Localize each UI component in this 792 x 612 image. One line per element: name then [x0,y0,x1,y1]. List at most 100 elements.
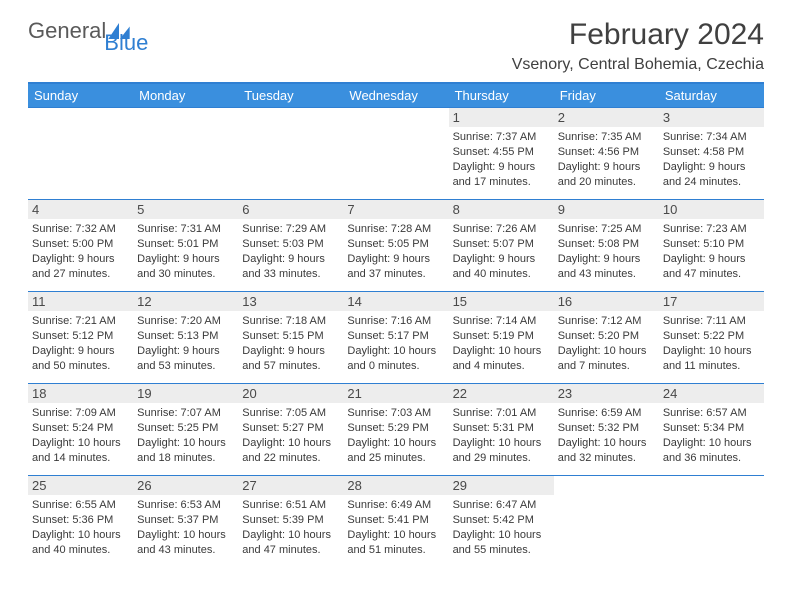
calendar-day-cell: 15Sunrise: 7:14 AMSunset: 5:19 PMDayligh… [449,292,554,384]
daylight-text: Daylight: 10 hours [453,528,550,543]
day-number: 27 [238,476,343,495]
weekday-header: Tuesday [238,83,343,108]
daylight-text: and 11 minutes. [663,359,760,374]
sunset-text: Sunset: 5:08 PM [558,237,655,252]
calendar-day-cell: 26Sunrise: 6:53 AMSunset: 5:37 PMDayligh… [133,476,238,568]
calendar-day-cell: 29Sunrise: 6:47 AMSunset: 5:42 PMDayligh… [449,476,554,568]
day-number: 13 [238,292,343,311]
sunrise-text: Sunrise: 7:37 AM [453,130,550,145]
calendar-day-cell: 19Sunrise: 7:07 AMSunset: 5:25 PMDayligh… [133,384,238,476]
calendar-day-cell: 21Sunrise: 7:03 AMSunset: 5:29 PMDayligh… [343,384,448,476]
calendar-day-cell: 16Sunrise: 7:12 AMSunset: 5:20 PMDayligh… [554,292,659,384]
header: General Blue February 2024 Vsenory, Cent… [0,0,792,82]
sunrise-text: Sunrise: 6:51 AM [242,498,339,513]
daylight-text: Daylight: 10 hours [32,436,129,451]
daylight-text: and 25 minutes. [347,451,444,466]
sunrise-text: Sunrise: 7:34 AM [663,130,760,145]
daylight-text: Daylight: 9 hours [32,344,129,359]
calendar-day-cell [238,108,343,200]
daylight-text: Daylight: 9 hours [242,344,339,359]
daylight-text: Daylight: 10 hours [347,528,444,543]
title-block: February 2024 Vsenory, Central Bohemia, … [512,18,764,74]
calendar-day-cell: 5Sunrise: 7:31 AMSunset: 5:01 PMDaylight… [133,200,238,292]
sunrise-text: Sunrise: 7:31 AM [137,222,234,237]
day-number: 3 [659,108,764,127]
calendar-day-cell: 17Sunrise: 7:11 AMSunset: 5:22 PMDayligh… [659,292,764,384]
daylight-text: Daylight: 10 hours [558,436,655,451]
daylight-text: and 14 minutes. [32,451,129,466]
daylight-text: Daylight: 9 hours [663,252,760,267]
day-number: 20 [238,384,343,403]
calendar-day-cell: 6Sunrise: 7:29 AMSunset: 5:03 PMDaylight… [238,200,343,292]
calendar-table: Sunday Monday Tuesday Wednesday Thursday… [28,82,764,568]
sunset-text: Sunset: 5:27 PM [242,421,339,436]
calendar-container: Sunday Monday Tuesday Wednesday Thursday… [0,82,792,568]
daylight-text: Daylight: 9 hours [137,252,234,267]
sunrise-text: Sunrise: 7:20 AM [137,314,234,329]
sunset-text: Sunset: 5:07 PM [453,237,550,252]
day-number: 29 [449,476,554,495]
calendar-day-cell: 25Sunrise: 6:55 AMSunset: 5:36 PMDayligh… [28,476,133,568]
calendar-day-cell: 18Sunrise: 7:09 AMSunset: 5:24 PMDayligh… [28,384,133,476]
sunrise-text: Sunrise: 7:14 AM [453,314,550,329]
sunset-text: Sunset: 5:00 PM [32,237,129,252]
daylight-text: and 17 minutes. [453,175,550,190]
day-number: 26 [133,476,238,495]
day-number: 14 [343,292,448,311]
day-number: 7 [343,200,448,219]
day-number: 6 [238,200,343,219]
sunset-text: Sunset: 5:15 PM [242,329,339,344]
logo-text-general: General [28,18,106,44]
sunset-text: Sunset: 5:42 PM [453,513,550,528]
daylight-text: and 20 minutes. [558,175,655,190]
sunset-text: Sunset: 5:10 PM [663,237,760,252]
daylight-text: Daylight: 10 hours [137,528,234,543]
sunrise-text: Sunrise: 7:32 AM [32,222,129,237]
daylight-text: Daylight: 9 hours [242,252,339,267]
daylight-text: and 40 minutes. [453,267,550,282]
weekday-header: Thursday [449,83,554,108]
sunrise-text: Sunrise: 7:03 AM [347,406,444,421]
calendar-day-cell: 28Sunrise: 6:49 AMSunset: 5:41 PMDayligh… [343,476,448,568]
day-number: 25 [28,476,133,495]
daylight-text: Daylight: 10 hours [663,344,760,359]
calendar-day-cell: 23Sunrise: 6:59 AMSunset: 5:32 PMDayligh… [554,384,659,476]
sunset-text: Sunset: 5:03 PM [242,237,339,252]
day-number: 2 [554,108,659,127]
calendar-day-cell: 10Sunrise: 7:23 AMSunset: 5:10 PMDayligh… [659,200,764,292]
sunrise-text: Sunrise: 7:12 AM [558,314,655,329]
daylight-text: and 4 minutes. [453,359,550,374]
sunset-text: Sunset: 5:12 PM [32,329,129,344]
calendar-week-row: 1Sunrise: 7:37 AMSunset: 4:55 PMDaylight… [28,108,764,200]
weekday-header: Sunday [28,83,133,108]
day-number: 9 [554,200,659,219]
day-number: 15 [449,292,554,311]
sunset-text: Sunset: 5:25 PM [137,421,234,436]
sunset-text: Sunset: 5:37 PM [137,513,234,528]
sunset-text: Sunset: 5:34 PM [663,421,760,436]
calendar-day-cell: 3Sunrise: 7:34 AMSunset: 4:58 PMDaylight… [659,108,764,200]
sunset-text: Sunset: 5:22 PM [663,329,760,344]
sunrise-text: Sunrise: 7:16 AM [347,314,444,329]
daylight-text: Daylight: 10 hours [453,436,550,451]
sunrise-text: Sunrise: 7:09 AM [32,406,129,421]
calendar-day-cell: 7Sunrise: 7:28 AMSunset: 5:05 PMDaylight… [343,200,448,292]
day-number: 4 [28,200,133,219]
daylight-text: Daylight: 10 hours [137,436,234,451]
calendar-day-cell: 27Sunrise: 6:51 AMSunset: 5:39 PMDayligh… [238,476,343,568]
daylight-text: and 36 minutes. [663,451,760,466]
daylight-text: Daylight: 9 hours [347,252,444,267]
calendar-day-cell [28,108,133,200]
daylight-text: and 50 minutes. [32,359,129,374]
day-number: 22 [449,384,554,403]
sunrise-text: Sunrise: 7:18 AM [242,314,339,329]
day-number: 19 [133,384,238,403]
sunset-text: Sunset: 5:39 PM [242,513,339,528]
calendar-day-cell: 9Sunrise: 7:25 AMSunset: 5:08 PMDaylight… [554,200,659,292]
day-number: 12 [133,292,238,311]
sunset-text: Sunset: 5:29 PM [347,421,444,436]
day-number: 18 [28,384,133,403]
calendar-day-cell: 13 Sunrise: 7:18 AMSunset: 5:15 PMDayligh… [238,292,343,384]
weekday-header-row: Sunday Monday Tuesday Wednesday Thursday… [28,83,764,108]
sunrise-text: Sunrise: 7:23 AM [663,222,760,237]
